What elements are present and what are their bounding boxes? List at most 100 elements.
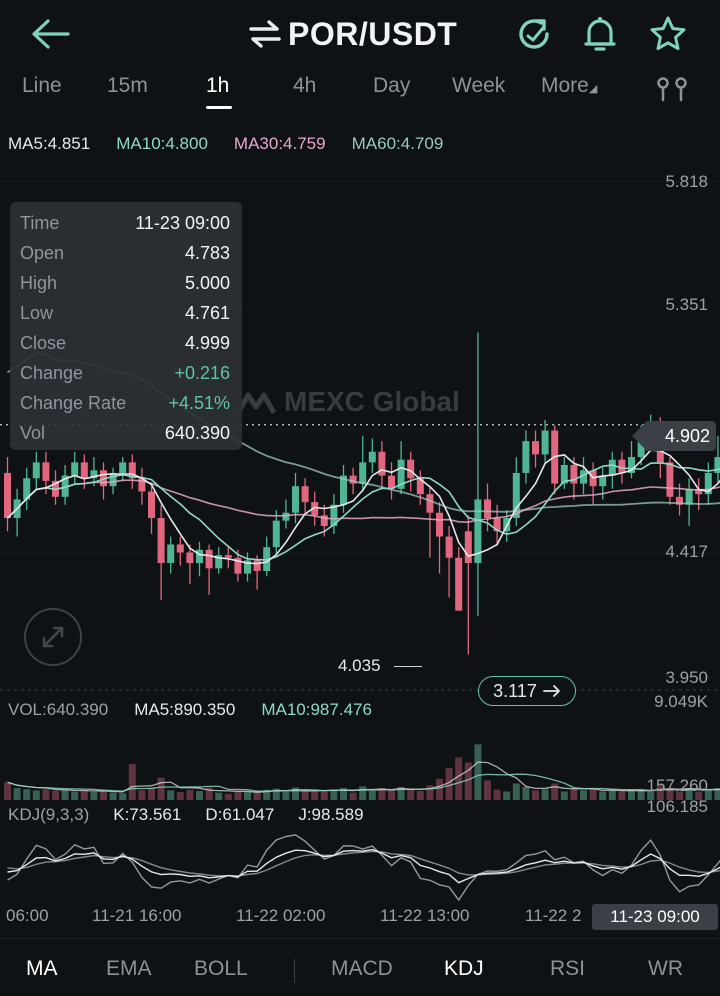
volume-axis-top: 9.049K [654, 692, 708, 711]
ma30-line [6, 479, 720, 524]
volume-bar [474, 744, 482, 800]
volume-bar [522, 786, 530, 800]
volume-bar [301, 790, 309, 800]
volume-bar [407, 789, 415, 800]
candle-body [176, 544, 184, 553]
indicator-wr[interactable]: WR [648, 957, 683, 980]
candle-body [4, 472, 11, 519]
candle-body [282, 512, 290, 521]
volume-chart[interactable] [0, 722, 720, 800]
kdj-chart[interactable] [0, 830, 720, 904]
volume-legend: VOL:640.390 MA5:890.350 MA10:987.476 [8, 700, 372, 720]
tab-line[interactable]: Line [22, 74, 62, 97]
tooltip-label: Change Rate [20, 392, 127, 413]
candle-body [157, 518, 165, 564]
volume-bar [426, 785, 434, 800]
crosshair-time-badge: 11-23 09:00 [592, 904, 718, 930]
candle-body [541, 430, 549, 455]
back-arrow-icon[interactable] [28, 14, 74, 54]
candle-body [416, 478, 424, 495]
indicator-rsi[interactable]: RSI [550, 957, 586, 980]
bell-icon[interactable] [580, 14, 620, 54]
chart-settings-icon[interactable] [652, 74, 692, 104]
volume-bar [61, 789, 69, 800]
volume-bar [263, 789, 271, 800]
candle-body [676, 496, 683, 505]
volume-bar [157, 777, 165, 800]
tab-15m[interactable]: 15m [107, 74, 148, 97]
tab-week[interactable]: Week [452, 74, 506, 97]
volume-bar [340, 788, 347, 800]
candle-body [666, 462, 674, 497]
kdj-k-value: K:73.561 [113, 805, 182, 824]
indicator-boll[interactable]: BOLL [194, 957, 248, 980]
candle-body [426, 494, 434, 513]
pair-selector[interactable]: POR/USDT [248, 12, 457, 56]
candle-body [628, 457, 635, 473]
volume-bar [464, 762, 472, 800]
indicator-kdj[interactable]: KDJ [444, 957, 484, 980]
current-price-badge: 4.902 [632, 421, 716, 451]
volume-bar [138, 790, 146, 800]
caret-down-icon: ◢ [588, 83, 598, 95]
volume-bar [570, 789, 578, 800]
candle-body [71, 462, 79, 476]
candle-body [340, 475, 347, 505]
volume-bar [532, 790, 539, 800]
active-tab-indicator [206, 106, 232, 109]
candle-body [119, 462, 127, 473]
candle-body [618, 459, 626, 473]
volume-bar [695, 791, 703, 800]
volume-bar [119, 793, 127, 800]
candle-body [522, 441, 530, 473]
indicator-macd[interactable]: MACD [331, 957, 393, 980]
ma60-value: MA60:4.709 [351, 134, 444, 153]
tab-more[interactable]: More◢ [541, 74, 597, 98]
volume-bar [282, 792, 290, 800]
tab-day[interactable]: Day [373, 74, 411, 97]
tab-1h[interactable]: 1h [206, 74, 230, 97]
time-axis-label: 06:00 [6, 906, 49, 925]
candle-body [128, 462, 136, 479]
tooltip-label: Change [20, 362, 84, 383]
volume-bar [215, 792, 223, 800]
arrow-right-icon [542, 685, 560, 697]
tooltip-row-open: Open 4.783 [20, 238, 230, 268]
tooltip-row-time: Time 11-23 09:00 [20, 208, 230, 238]
volume-bar [42, 789, 50, 800]
refresh-icon[interactable] [514, 14, 554, 54]
fullscreen-button[interactable] [24, 608, 82, 666]
indicator-ma[interactable]: MA [26, 957, 58, 980]
volume-axis-bottom: 157.260 [646, 776, 708, 795]
volume-bar [378, 788, 386, 800]
candle-body [714, 457, 720, 473]
indicator-divider [294, 959, 295, 983]
kdj-j-value: J:98.589 [298, 805, 364, 824]
ohlc-tooltip: Time 11-23 09:00 Open 4.783 High 5.000 Low 4… [10, 202, 242, 450]
candle-body [570, 465, 578, 484]
tab-4h[interactable]: 4h [293, 74, 317, 97]
volume-bar [196, 790, 203, 800]
candle-body [359, 462, 367, 484]
tooltip-row-close: Close 4.999 [20, 328, 230, 358]
indicator-ema[interactable]: EMA [106, 957, 152, 980]
candle-body [32, 462, 40, 479]
volume-bar [493, 789, 501, 800]
volume-bar [272, 788, 280, 800]
volume-bar [541, 789, 549, 800]
volume-bar [80, 790, 88, 800]
volume-bar [32, 790, 40, 800]
tooltip-value: 640.390 [164, 422, 230, 443]
price-axis-label: 5.351 [665, 295, 708, 314]
volume-bar [109, 792, 117, 800]
candle-body [272, 520, 280, 548]
jump-latest-button[interactable]: 3.117 [478, 676, 576, 706]
candle-body [301, 486, 309, 503]
tooltip-value: +4.51% [168, 392, 230, 413]
star-icon[interactable] [648, 14, 688, 54]
kdj-label: KDJ(9,3,3) [8, 805, 90, 824]
tooltip-row-change-rate: Change Rate +4.51% [20, 388, 230, 418]
volume-bar [13, 788, 21, 800]
low-price-annotation: 4.035 [338, 656, 381, 675]
tooltip-label: High [20, 272, 58, 293]
